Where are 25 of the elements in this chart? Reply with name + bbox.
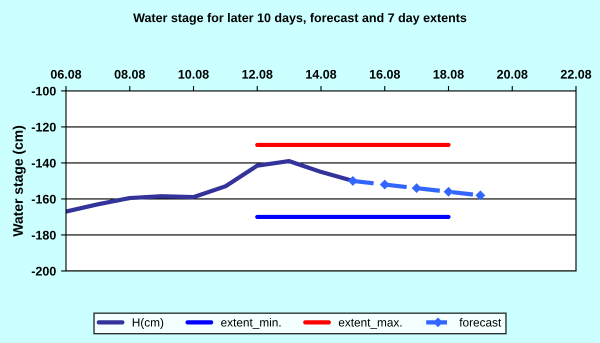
y-tick-label: -180 bbox=[32, 230, 56, 240]
x-tick-label: 08.08 bbox=[114, 70, 146, 79]
chart-title: Water stage for later 10 days, forecast and 7 day extents bbox=[133, 13, 466, 25]
point bbox=[444, 187, 454, 196]
x-tick-label: 14.08 bbox=[306, 70, 336, 79]
x-tick-label: 10.08 bbox=[178, 70, 209, 79]
point bbox=[380, 180, 390, 190]
y-tick-label: -200 bbox=[32, 266, 56, 276]
point bbox=[348, 176, 358, 186]
y-tick-label: -160 bbox=[32, 194, 56, 204]
y-tick-label: -100 bbox=[32, 86, 56, 96]
x-tick-label: 16.08 bbox=[370, 70, 400, 79]
legend-label: extent_max. bbox=[338, 318, 402, 329]
x-tick-label: 18.08 bbox=[434, 70, 464, 79]
x-tick-label: 12.08 bbox=[242, 70, 273, 79]
y-axis-title: Water stage (cm) bbox=[12, 126, 26, 237]
y-tick-label: -120 bbox=[32, 122, 56, 132]
x-tick-label: 20.08 bbox=[497, 70, 528, 79]
point bbox=[476, 190, 485, 200]
legend-label: forecast bbox=[459, 318, 502, 327]
x-tick-label: 22.08 bbox=[560, 70, 592, 79]
legend-label: H(cm) bbox=[132, 318, 164, 329]
y-tick-label: -140 bbox=[32, 158, 56, 168]
x-tick-label: 06.08 bbox=[50, 70, 82, 79]
legend-label: extent_min. bbox=[221, 318, 281, 329]
